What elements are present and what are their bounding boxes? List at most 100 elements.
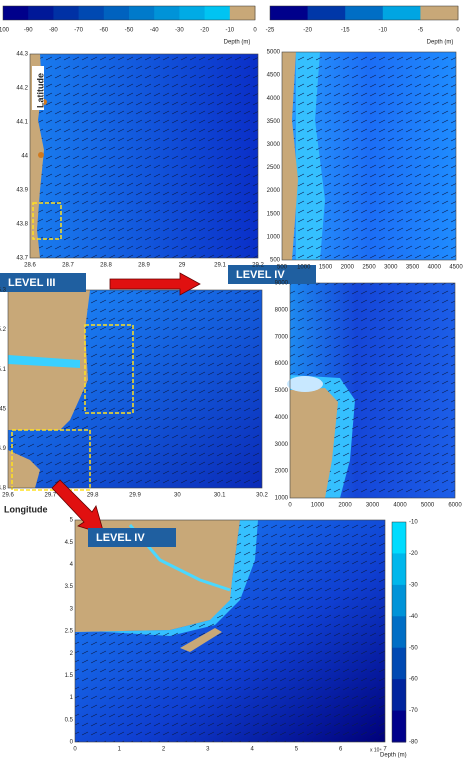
x-tick-label: 1500: [319, 265, 333, 271]
y-tick-label: 4000: [267, 96, 281, 102]
y-tick-label: 2000: [267, 188, 281, 194]
x-tick-label: 28.7: [62, 263, 74, 269]
colorbar-tick: -25: [266, 28, 275, 34]
x-tick-label: 4000: [428, 265, 442, 271]
colorbar-tick: -5: [418, 28, 424, 34]
map-level-3: [7, 289, 263, 491]
x-tick-label: 28.9: [138, 263, 150, 269]
colorbar-tick: -70: [74, 28, 83, 34]
y-tick-label: 1000: [267, 234, 281, 240]
y-tick-label: 2: [70, 651, 74, 657]
colorbar-segment: [392, 616, 406, 649]
label-box: [88, 528, 176, 547]
x-tick-label: 0: [288, 503, 292, 509]
colorbar-tick: -60: [409, 677, 418, 683]
label-box: [228, 265, 316, 284]
colorbar-segment: [382, 6, 421, 20]
y-tick-label: 500: [270, 258, 281, 264]
x-tick-label: 0: [73, 747, 77, 753]
y-tick-label: 44: [21, 154, 28, 160]
colorbar-label: Depth (m): [224, 40, 251, 46]
level-label: LEVEL IV: [96, 532, 145, 544]
colorbar-segment: [392, 522, 406, 554]
y-tick-label: 45.1: [0, 367, 7, 373]
colorbar-frame: [2, 5, 256, 21]
y-tick-label: 43.7: [16, 256, 28, 262]
colorbar-label: Depth (m): [380, 753, 407, 759]
y-tick-label: 5000: [275, 388, 289, 394]
x-tick-label: 500: [277, 265, 288, 271]
y-tick-label: 44.1: [16, 120, 28, 126]
label-bg: [32, 66, 44, 110]
x-tick-label: 5: [295, 747, 299, 753]
colorbar-tick: -20: [409, 551, 418, 557]
label-box: [0, 273, 86, 292]
colorbar-frame: [269, 5, 459, 21]
y-tick-label: 3.5: [65, 584, 74, 590]
colorbar-tick: 0: [253, 28, 257, 34]
y-tick-label: 2.5: [65, 629, 74, 635]
colorbar-tick: -70: [409, 708, 418, 714]
colorbar-segment: [392, 584, 406, 617]
y-tick-label: 44.3: [16, 52, 28, 58]
y-tick-label: 7000: [275, 334, 289, 340]
exponent: x 10⁴: [370, 747, 382, 753]
y-tick-label: 44.8: [0, 486, 7, 492]
x-tick-label: 4500: [449, 265, 463, 271]
x-tick-label: 3500: [406, 265, 420, 271]
x-tick-label: 29.1: [214, 263, 226, 269]
colorbar-segment: [392, 647, 406, 680]
colorbar-segment: [270, 6, 309, 20]
colorbar-segment: [307, 6, 346, 20]
colorbar-segment: [28, 6, 54, 20]
y-tick-label: 2500: [267, 165, 281, 171]
colorbar-segment: [103, 6, 130, 20]
y-tick-label: 45.2: [0, 327, 7, 333]
colorbar-label: Depth (m): [427, 40, 454, 46]
colorbar-tick: -20: [303, 28, 312, 34]
x-tick-label: 4000: [393, 503, 407, 509]
y-tick-label: 3500: [267, 119, 281, 125]
colorbar-segment: [78, 6, 105, 20]
axis-label: Latitude: [35, 73, 45, 108]
colorbar-tick: -80: [409, 740, 418, 746]
x-tick-label: 3: [206, 747, 210, 753]
x-tick-label: 5000: [421, 503, 435, 509]
y-tick-label: 3000: [275, 442, 289, 448]
colorbar-tick: -60: [99, 28, 108, 34]
colorbar-tick: -20: [200, 28, 209, 34]
colorbar-segment: [129, 6, 155, 20]
y-tick-label: 2000: [275, 469, 289, 475]
colorbar-segment: [53, 6, 80, 20]
y-tick-label: 5000: [267, 50, 281, 56]
x-tick-label: 3000: [366, 503, 380, 509]
x-tick-label: 30.1: [214, 493, 226, 499]
colorbar-frame: [391, 521, 407, 743]
y-tick-label: 0.5: [65, 717, 74, 723]
x-tick-label: 6: [339, 747, 343, 753]
colorbar-segment: [392, 679, 406, 712]
colorbar-tick: -40: [409, 614, 418, 620]
x-tick-label: 6000: [448, 503, 462, 509]
colorbar-segment: [345, 6, 384, 20]
colorbar-tick: 0: [456, 28, 460, 34]
level-label: LEVEL IV: [236, 269, 285, 281]
x-tick-label: 29.9: [129, 493, 141, 499]
x-tick-label: 2000: [341, 265, 355, 271]
arrow: [109, 272, 201, 296]
colorbar-tick: -10: [409, 520, 418, 526]
colorbar-tick: -80: [49, 28, 58, 34]
colorbar-tick: -50: [125, 28, 134, 34]
colorbar-tick: -90: [24, 28, 33, 34]
x-tick-label: 2000: [338, 503, 352, 509]
y-tick-label: 4000: [275, 415, 289, 421]
x-tick-label: 3000: [384, 265, 398, 271]
y-tick-label: 0: [70, 740, 74, 746]
map-level-3-top: [281, 51, 457, 261]
y-tick-label: 45.3: [0, 288, 7, 294]
y-tick-label: 4500: [267, 73, 281, 79]
colorbar-segment: [392, 553, 406, 586]
y-tick-label: 43.9: [16, 188, 28, 194]
y-tick-label: 4.5: [65, 540, 74, 546]
colorbar-segment: [229, 6, 256, 20]
